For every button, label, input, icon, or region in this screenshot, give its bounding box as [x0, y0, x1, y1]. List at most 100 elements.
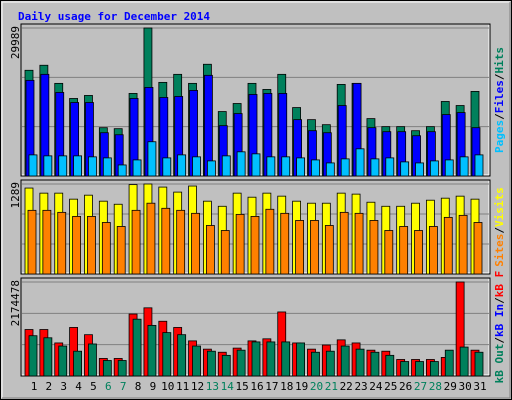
bar: [370, 351, 380, 377]
bar: [458, 214, 468, 275]
bar: [474, 154, 484, 177]
bar: [474, 351, 484, 377]
bar: [340, 158, 350, 177]
bar: [220, 230, 230, 275]
bar: [221, 354, 231, 377]
bar: [251, 341, 261, 377]
bar: [221, 155, 231, 177]
bar: [132, 318, 142, 377]
y-tick-label: 1289: [9, 182, 22, 209]
bar: [57, 211, 67, 275]
bar: [428, 226, 438, 275]
x-tick-label: 12: [191, 380, 204, 393]
x-tick-label: 21: [325, 380, 338, 393]
bar: [28, 335, 38, 377]
x-tick-label: 17: [265, 380, 278, 393]
x-tick-label: 3: [60, 380, 67, 393]
x-tick-label: 10: [161, 380, 174, 393]
bar: [429, 361, 439, 377]
x-tick-label: 25: [384, 380, 397, 393]
bar: [102, 360, 112, 377]
bar: [117, 360, 127, 377]
bar: [102, 157, 112, 177]
legend-entry: kB F: [493, 271, 506, 298]
bar: [340, 345, 350, 377]
x-tick-label: 29: [444, 380, 457, 393]
legend-separator: /: [493, 73, 506, 80]
bar: [236, 151, 246, 177]
bar: [399, 226, 409, 275]
chart-title: Daily usage for December 2014: [18, 10, 210, 23]
bar: [176, 209, 186, 275]
bar: [192, 345, 201, 377]
bar: [443, 216, 453, 275]
bar: [385, 157, 395, 177]
bar: [369, 220, 379, 275]
y-tick-label: 29989: [9, 26, 22, 59]
legend-entry: Pages: [493, 120, 506, 153]
bar: [43, 155, 53, 177]
x-tick-label: 27: [414, 380, 427, 393]
bar: [191, 212, 200, 275]
bar: [131, 209, 141, 275]
bar: [177, 154, 187, 177]
bar: [354, 212, 364, 275]
legend-separator: /: [493, 113, 506, 120]
bar: [296, 342, 306, 377]
bar: [42, 209, 52, 275]
bar: [444, 349, 454, 377]
bar: [206, 160, 216, 177]
bar: [385, 354, 395, 377]
x-tick-label: 31: [473, 380, 486, 393]
x-tick-label: 16: [250, 380, 263, 393]
bar: [311, 351, 320, 377]
bar: [415, 162, 424, 177]
legend-entry: kB Out: [493, 344, 506, 384]
bar: [325, 162, 335, 177]
bar: [116, 226, 126, 275]
bar: [459, 156, 469, 177]
bar: [429, 160, 439, 177]
bar: [205, 225, 215, 275]
x-tick-label: 14: [221, 380, 235, 393]
bar: [88, 343, 97, 377]
bar: [206, 350, 216, 377]
x-tick-label: 4: [75, 380, 82, 393]
bar: [27, 209, 37, 275]
x-tick-label: 23: [354, 380, 367, 393]
bar: [251, 153, 261, 177]
x-tick-label: 26: [399, 380, 412, 393]
x-tick-label: 6: [105, 380, 112, 393]
bar: [280, 212, 290, 275]
bar: [72, 215, 81, 275]
bar: [295, 220, 305, 275]
x-tick-label: 5: [90, 380, 97, 393]
bar: [101, 222, 111, 275]
bar: [444, 159, 454, 177]
legend-entry: Sites: [493, 234, 506, 267]
x-tick-label: 13: [206, 380, 219, 393]
bar: [325, 350, 335, 377]
legend-entry: kB In: [493, 304, 506, 337]
x-tick-label: 8: [135, 380, 142, 393]
bar: [324, 225, 334, 275]
bar: [414, 230, 423, 275]
bar: [162, 332, 172, 377]
legend: Sites/Visits: [493, 187, 506, 267]
x-tick-label: 15: [236, 380, 249, 393]
bar: [58, 345, 68, 377]
bar: [296, 157, 306, 177]
bar: [265, 208, 275, 275]
bar: [400, 161, 410, 177]
bar: [400, 361, 410, 377]
bar: [384, 230, 394, 275]
bar: [355, 148, 365, 177]
bar: [281, 156, 291, 177]
x-tick-label: 7: [120, 380, 127, 393]
bar: [177, 334, 187, 377]
x-tick-label: 1: [31, 380, 38, 393]
bar: [162, 157, 172, 177]
